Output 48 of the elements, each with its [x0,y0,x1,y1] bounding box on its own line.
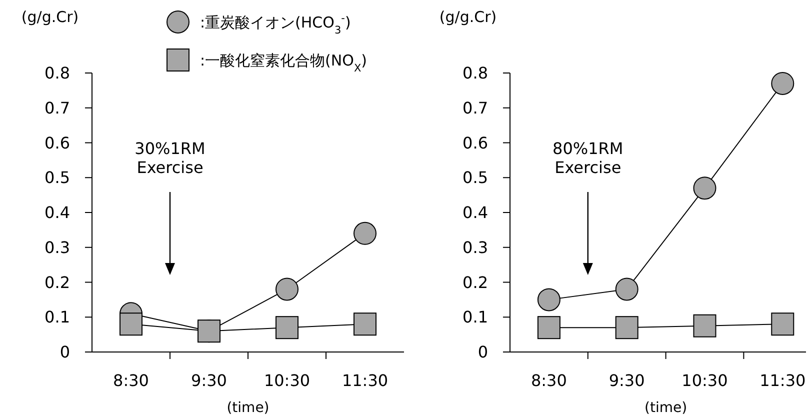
point [693,314,716,338]
y-tick-label: 0.4 [44,203,70,222]
point [615,278,638,301]
x-tick-label: 8:30 [530,371,567,390]
point [354,312,376,336]
point [354,222,376,245]
y-tick-label: 0.7 [44,98,70,118]
x-tick-label: 11:30 [760,371,806,390]
x-tick-label: 11:30 [342,371,388,390]
y-tick-label: 0.3 [462,238,488,257]
point [693,176,716,200]
y-axis-title: (g/g.Cr) [439,8,497,26]
y-tick-label: 0.8 [44,64,70,83]
annotation: 30%1RM Exercise [134,139,206,178]
y-tick-label: 0.6 [44,133,70,152]
x-axis-title: (time) [644,400,688,416]
legend-label: :一酸化窒素化合物(NO$_{X}$) [200,51,367,74]
annotation: 80%1RM Exercise [552,139,624,178]
point [771,72,794,95]
y-axis-title: (g/g.Cr) [21,8,79,26]
y-tick-label: 0.1 [462,308,488,327]
x-tick-label: 10:30 [264,371,310,390]
x-tick-label: 8:30 [113,371,149,390]
x-axis-title: (time) [226,400,270,416]
y-tick-label: 0.4 [462,203,488,222]
y-tick-label: 0.2 [462,272,488,292]
y-tick-label: 0.5 [462,168,488,188]
point [537,288,560,312]
point [198,320,220,343]
y-tick-label: 0.2 [44,272,70,292]
point [276,278,298,301]
point [771,312,794,336]
point [276,316,298,340]
y-tick-label: 0.5 [44,168,70,188]
point [120,312,142,336]
point [615,316,638,340]
point [537,316,560,340]
x-tick-label: 10:30 [682,371,728,390]
x-tick-label: 9:30 [191,371,227,390]
x-tick-label: 9:30 [608,371,645,390]
y-tick-label: 0.3 [44,238,70,257]
y-tick-label: 0.8 [462,64,488,83]
y-tick-label: 0 [60,342,70,362]
y-tick-label: 0.6 [462,133,488,152]
legend-label: :重炭酸イオン(HCO$_{3}$$^{-}$) [200,12,351,36]
y-tick-label: 0.1 [44,308,70,327]
y-tick-label: 0 [478,342,488,362]
y-tick-label: 0.7 [462,98,488,118]
